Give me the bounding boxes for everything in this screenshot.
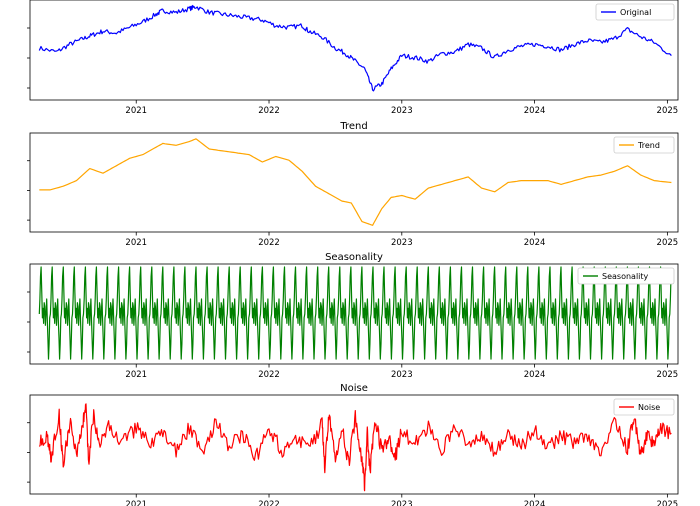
x-tick-label: 2025 <box>657 238 679 248</box>
panel-title: Noise <box>340 383 368 394</box>
legend: Original <box>595 3 675 21</box>
panel-noise: Noise 2021 2022 2023 2024 2025 Noise <box>27 383 679 506</box>
x-tick-label: 2022 <box>258 370 280 380</box>
x-tick-label: 2024 <box>524 500 546 506</box>
x-tick-label: 2021 <box>125 500 147 506</box>
x-tick-label: 2022 <box>258 500 280 506</box>
panel-trend: Trend 2021 2022 2023 2024 2025 Trend <box>27 121 679 248</box>
x-tick-label: 2021 <box>125 238 147 248</box>
x-tick-label: 2023 <box>391 500 413 506</box>
x-tick-label: 2023 <box>391 106 413 116</box>
panel-title: Trend <box>339 121 367 132</box>
x-tick-label: 2025 <box>657 370 679 380</box>
x-tick-label: 2024 <box>524 238 546 248</box>
legend-label: Trend <box>637 141 660 150</box>
panel-original: 2021 2022 2023 2024 2025 Original <box>27 0 679 116</box>
legend: Seasonality <box>577 267 675 285</box>
axes-frame <box>29 132 679 233</box>
x-tick-label: 2024 <box>524 370 546 380</box>
series-line-noise <box>38 403 672 492</box>
x-tick-label: 2021 <box>125 370 147 380</box>
axes-frame <box>29 0 679 101</box>
x-tick-label: 2021 <box>125 106 147 116</box>
legend: Noise <box>613 398 675 416</box>
series-line-trend <box>39 138 672 226</box>
axes-frame <box>29 394 679 495</box>
x-tick-label: 2022 <box>258 106 280 116</box>
legend-box <box>613 398 675 416</box>
series-line-original <box>38 4 672 92</box>
x-tick-label: 2023 <box>391 370 413 380</box>
legend: Trend <box>613 136 675 154</box>
x-tick-label: 2025 <box>657 106 679 116</box>
x-tick-label: 2025 <box>657 500 679 506</box>
legend-box <box>595 3 675 21</box>
panel-title: Seasonality <box>325 252 383 263</box>
x-tick-label: 2023 <box>391 238 413 248</box>
panel-seasonality: Seasonality 2021 2022 2023 2024 2025 Seasonali… <box>27 252 679 380</box>
legend-box <box>577 267 675 285</box>
legend-label: Noise <box>638 403 660 412</box>
x-tick-label: 2024 <box>524 106 546 116</box>
series-line-seasonality <box>38 266 672 360</box>
legend-label: Seasonality <box>602 272 649 281</box>
legend-label: Original <box>620 8 651 17</box>
axes-frame <box>29 263 679 365</box>
legend-box <box>613 136 675 154</box>
x-tick-label: 2022 <box>258 238 280 248</box>
